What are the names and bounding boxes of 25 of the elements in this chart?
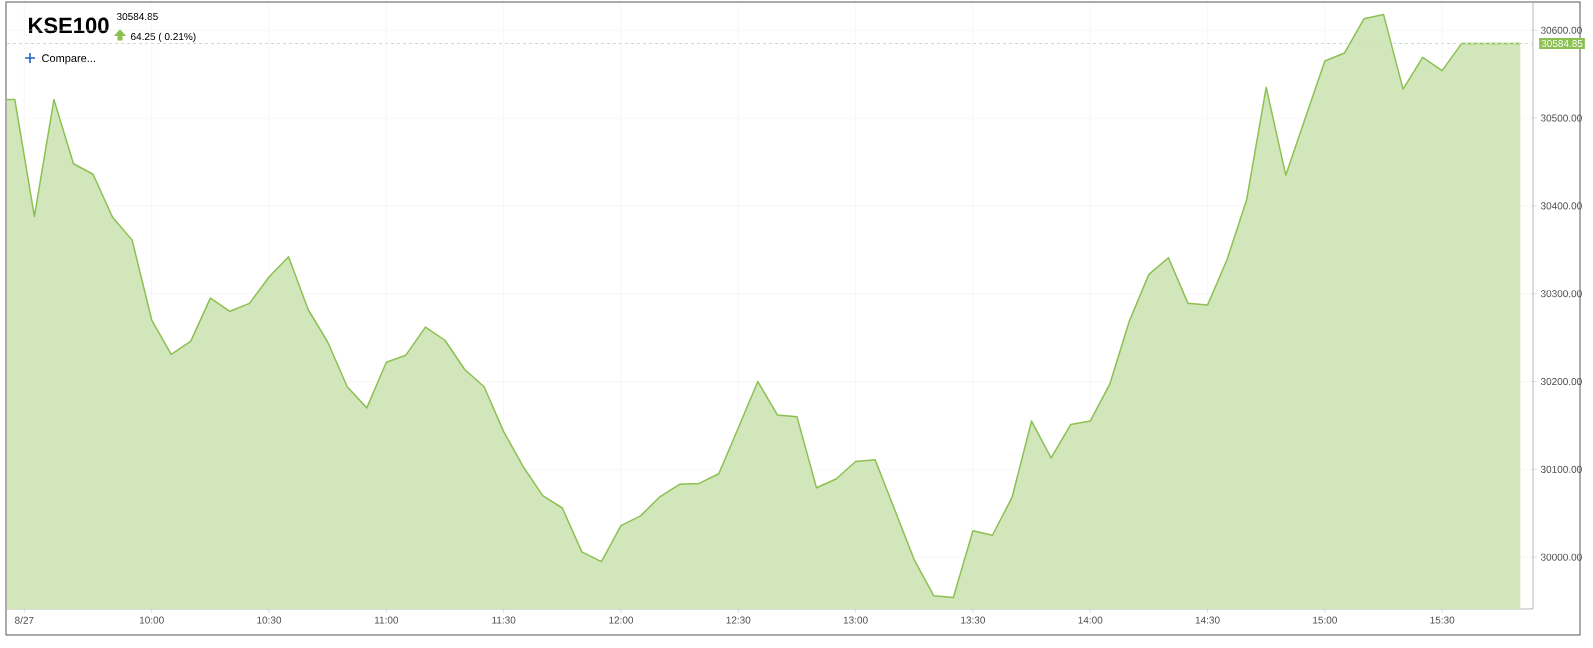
x-tick-label: 11:00 xyxy=(374,616,399,624)
annotation: Compare... xyxy=(42,54,95,65)
x-tick-label: 15:00 xyxy=(1313,616,1337,624)
x-tick-label: 13:30 xyxy=(961,616,986,624)
x-tick-label: 12:30 xyxy=(726,616,751,624)
x-tick-label: 12:00 xyxy=(609,616,634,624)
x-tick-label: 10:30 xyxy=(257,616,282,624)
x-tick-label: 10:00 xyxy=(139,616,164,624)
y-tick-label: 30200.00 xyxy=(1540,377,1582,386)
x-tick-label: 8/27 xyxy=(15,616,34,624)
y-tick-label: 30300.00 xyxy=(1540,290,1582,298)
y-tick-label: 30100.00 xyxy=(1540,465,1582,473)
text: 30584.85 xyxy=(116,13,158,21)
y-tick-label: 30400.00 xyxy=(1540,202,1582,210)
x-tick-label: 13:00 xyxy=(843,616,868,624)
x-tick-label: 14:00 xyxy=(1078,616,1103,624)
y-tick-label: 30000.00 xyxy=(1540,553,1582,561)
x-tick-label: 11:30 xyxy=(492,616,516,624)
x-tick-label: 14:30 xyxy=(1195,616,1220,624)
x-tick-label: 15:30 xyxy=(1430,616,1455,624)
text: KSE100 xyxy=(29,17,109,34)
y-tick-label: 30600.00 xyxy=(1540,26,1582,34)
ref-line-label: 30584.85 xyxy=(1541,40,1583,48)
annotation: 64.25 ( 0.21%) xyxy=(131,32,196,43)
y-tick-label: 30500.00 xyxy=(1540,114,1582,122)
